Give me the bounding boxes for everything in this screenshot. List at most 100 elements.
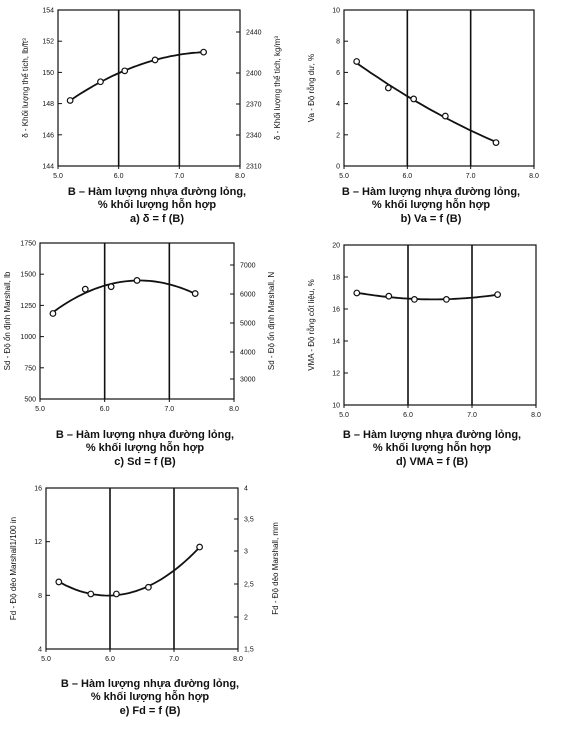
x-tick-label: 6.0 <box>402 173 412 180</box>
y2-tick-label: 2310 <box>246 164 262 171</box>
x-tick-label: 6.0 <box>403 412 413 419</box>
y2-tick-label: 3 <box>244 549 248 556</box>
y2-axis-label: Fd - Độ dẻo Marshall, mm <box>271 522 280 615</box>
chart-5: 5.0 6.0 7.0 8.0 4 8 12 16 Fd - Độ dẻo Marshall1/… <box>9 486 280 718</box>
data-point <box>443 296 450 303</box>
caption-line-2: % khối lượng hỗn hợp <box>91 690 210 703</box>
plot-frame <box>57 9 241 167</box>
y-tick-label: 14 <box>332 339 340 346</box>
data-point <box>492 139 500 147</box>
y-tick-label: 12 <box>332 371 340 378</box>
data-point <box>107 283 115 291</box>
x-tick-label: 7.0 <box>467 412 477 419</box>
caption-title: c) Sd = f (B) <box>114 456 176 468</box>
y-tick-label: 152 <box>42 39 54 46</box>
x-tick-label: 6.0 <box>105 656 115 663</box>
y2-tick-label: 5000 <box>240 321 256 328</box>
y-tick-label: 4 <box>38 647 42 654</box>
y-tick-label: 750 <box>24 365 36 372</box>
data-point <box>151 56 159 64</box>
y-tick-label: 1500 <box>20 272 36 279</box>
y2-tick-label: 1,5 <box>244 647 254 654</box>
chart-1: 5.0 6.0 7.0 8.0 144 146 148 150 152 154 δ - Khối l… <box>21 8 282 226</box>
y-axis-label: δ - Khối lượng thể tích, lb/ft³ <box>21 38 30 138</box>
caption-line-2: % khối lượng hỗn hợp <box>98 198 217 211</box>
y-tick-label: 20 <box>332 243 340 250</box>
x-tick-label: 7.0 <box>466 173 476 180</box>
data-point <box>353 58 361 65</box>
y2-tick-label: 4 <box>244 486 248 493</box>
caption-line-2: % khối lượng hỗn hợp <box>86 441 205 454</box>
y-tick-label: 1000 <box>20 334 36 341</box>
x-tick-label: 8.0 <box>233 656 243 663</box>
data-point <box>112 590 120 598</box>
chart-2: 5.0 6.0 7.0 8.0 0 2 4 6 8 10 Va - Độ rỗng dư, % B –… <box>307 8 539 226</box>
y2-tick-label: 2440 <box>246 30 262 37</box>
caption-title: e) Fd = f (B) <box>120 705 181 717</box>
y2-tick-label: 2370 <box>246 102 262 109</box>
x-tick-label: 8.0 <box>529 173 539 180</box>
caption-title: a) δ = f (B) <box>130 213 184 225</box>
caption-line-1: B – Hàm lượng nhựa đường lỏng, <box>56 429 234 441</box>
fit-curve <box>69 51 204 102</box>
plot-frame <box>39 242 235 400</box>
y-tick-label: 2 <box>336 132 340 139</box>
data-point <box>144 583 152 591</box>
y-tick-label: 10 <box>332 403 340 410</box>
y2-tick-label: 2400 <box>246 71 262 78</box>
data-point <box>353 289 361 297</box>
y2-tick-label: 7000 <box>240 263 256 270</box>
caption-line-1: B – Hàm lượng nhựa đường lỏng, <box>68 186 246 198</box>
y-tick-label: 8 <box>336 39 340 46</box>
data-point <box>494 291 502 299</box>
y2-tick-label: 2340 <box>246 133 262 140</box>
y-tick-label: 146 <box>42 132 54 139</box>
y-tick-label: 1250 <box>20 303 36 310</box>
y-tick-label: 0 <box>336 164 340 171</box>
y-tick-label: 150 <box>42 70 54 77</box>
data-point <box>441 112 449 120</box>
data-point <box>66 97 74 104</box>
fit-curve <box>356 291 498 301</box>
y-tick-label: 144 <box>42 164 54 171</box>
caption-line-1: B – Hàm lượng nhựa đường lỏng, <box>342 186 520 198</box>
x-tick-label: 5.0 <box>35 406 45 413</box>
y-tick-label: 148 <box>42 101 54 108</box>
data-point <box>191 290 199 297</box>
y2-tick-label: 6000 <box>240 292 256 299</box>
x-tick-label: 8.0 <box>235 173 245 180</box>
x-tick-label: 6.0 <box>114 173 124 180</box>
y-tick-label: 12 <box>34 539 42 546</box>
fit-curve <box>52 279 196 313</box>
data-point <box>55 578 63 586</box>
data-point <box>200 48 208 56</box>
y-axis-label: Fd - Độ dẻo Marshall1/100 in <box>9 517 18 620</box>
x-tick-label: 6.0 <box>100 406 110 413</box>
y-axis-label: VMA - Độ rỗng cốt liệu, % <box>307 279 316 371</box>
data-point <box>87 590 95 598</box>
x-tick-label: 8.0 <box>229 406 239 413</box>
chart-4: 5.0 6.0 7.0 8.0 10 12 14 16 18 20 VMA - Độ rỗng cố… <box>307 243 541 469</box>
fit-curve <box>58 546 201 597</box>
x-tick-label: 8.0 <box>531 412 541 419</box>
caption-line-1: B – Hàm lượng nhựa đường lỏng, <box>343 429 521 441</box>
data-point <box>411 296 418 303</box>
y-tick-label: 10 <box>332 8 340 15</box>
y-axis-label: Sd - Độ ổn định Marshall, lb <box>3 271 12 370</box>
y-tick-label: 8 <box>38 593 42 600</box>
data-point <box>133 277 141 284</box>
data-point <box>384 84 392 92</box>
y-tick-label: 6 <box>336 70 340 77</box>
x-tick-label: 5.0 <box>339 173 349 180</box>
y-tick-label: 18 <box>332 275 340 282</box>
y2-axis-label: Sd - Độ ổn định Marshall, N <box>267 272 276 370</box>
y-tick-label: 500 <box>24 397 36 404</box>
x-tick-label: 7.0 <box>164 406 174 413</box>
fit-curve <box>356 62 497 143</box>
x-tick-label: 5.0 <box>41 656 51 663</box>
y2-tick-label: 3,5 <box>244 517 254 524</box>
y-tick-label: 4 <box>336 101 340 108</box>
caption-line-2: % khối lượng hỗn hợp <box>373 441 492 454</box>
x-tick-label: 5.0 <box>53 173 63 180</box>
